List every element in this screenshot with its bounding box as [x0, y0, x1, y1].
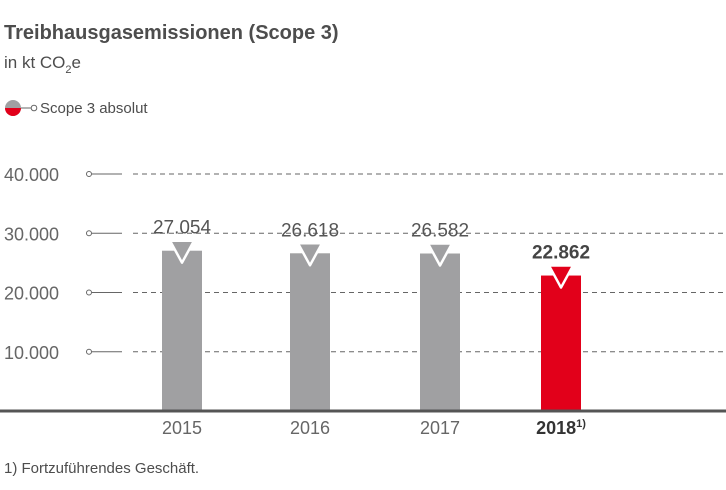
legend-swatch-red — [5, 108, 21, 116]
subtitle-prefix: in kt CO — [4, 53, 65, 72]
legend: Scope 3 absolut — [5, 100, 148, 117]
y-tick-label: 10.000 — [4, 343, 59, 363]
bar-pointer — [547, 264, 575, 289]
grid: 10.000 20.000 30.000 40.000 — [4, 165, 726, 363]
category-label: 2017 — [420, 418, 460, 438]
value-label: 22.862 — [532, 243, 590, 264]
y-tick-marker — [86, 348, 92, 355]
subtitle-suffix: e — [72, 53, 81, 72]
y-tick-marker — [86, 289, 92, 296]
chart-title: Treibhausgasemissionen (Scope 3) — [4, 22, 339, 44]
bar — [420, 253, 460, 411]
value-label: 26.582 — [411, 221, 469, 242]
y-tick-label: 30.000 — [4, 224, 59, 244]
chart-subtitle: in kt CO2e — [4, 53, 81, 76]
value-label: 26.618 — [281, 220, 339, 241]
category-label: 20181) — [536, 418, 586, 438]
bar-pointer — [296, 242, 324, 267]
value-label: 27.054 — [153, 218, 212, 239]
category-labels: 2015 2016 2017 20181) — [162, 418, 586, 438]
bar-pointer — [426, 242, 454, 267]
bar — [162, 250, 202, 411]
bar — [290, 253, 330, 411]
category-label: 2016 — [290, 418, 330, 438]
y-tick-marker — [86, 171, 92, 177]
y-tick-label: 40.000 — [4, 165, 59, 185]
legend-label: Scope 3 absolut — [40, 100, 148, 117]
value-labels: 27.054 26.618 26.582 22.862 — [153, 218, 590, 264]
category-label: 2015 — [162, 418, 202, 438]
y-tick-label: 20.000 — [4, 284, 59, 304]
bar — [541, 275, 581, 411]
legend-marker — [30, 104, 38, 112]
bars — [162, 239, 581, 411]
subtitle-subscript: 2 — [65, 64, 71, 76]
footnote: 1) Fortzuführendes Geschäft. — [4, 460, 199, 477]
y-tick-marker — [86, 230, 92, 237]
bar-pointer — [168, 239, 196, 264]
